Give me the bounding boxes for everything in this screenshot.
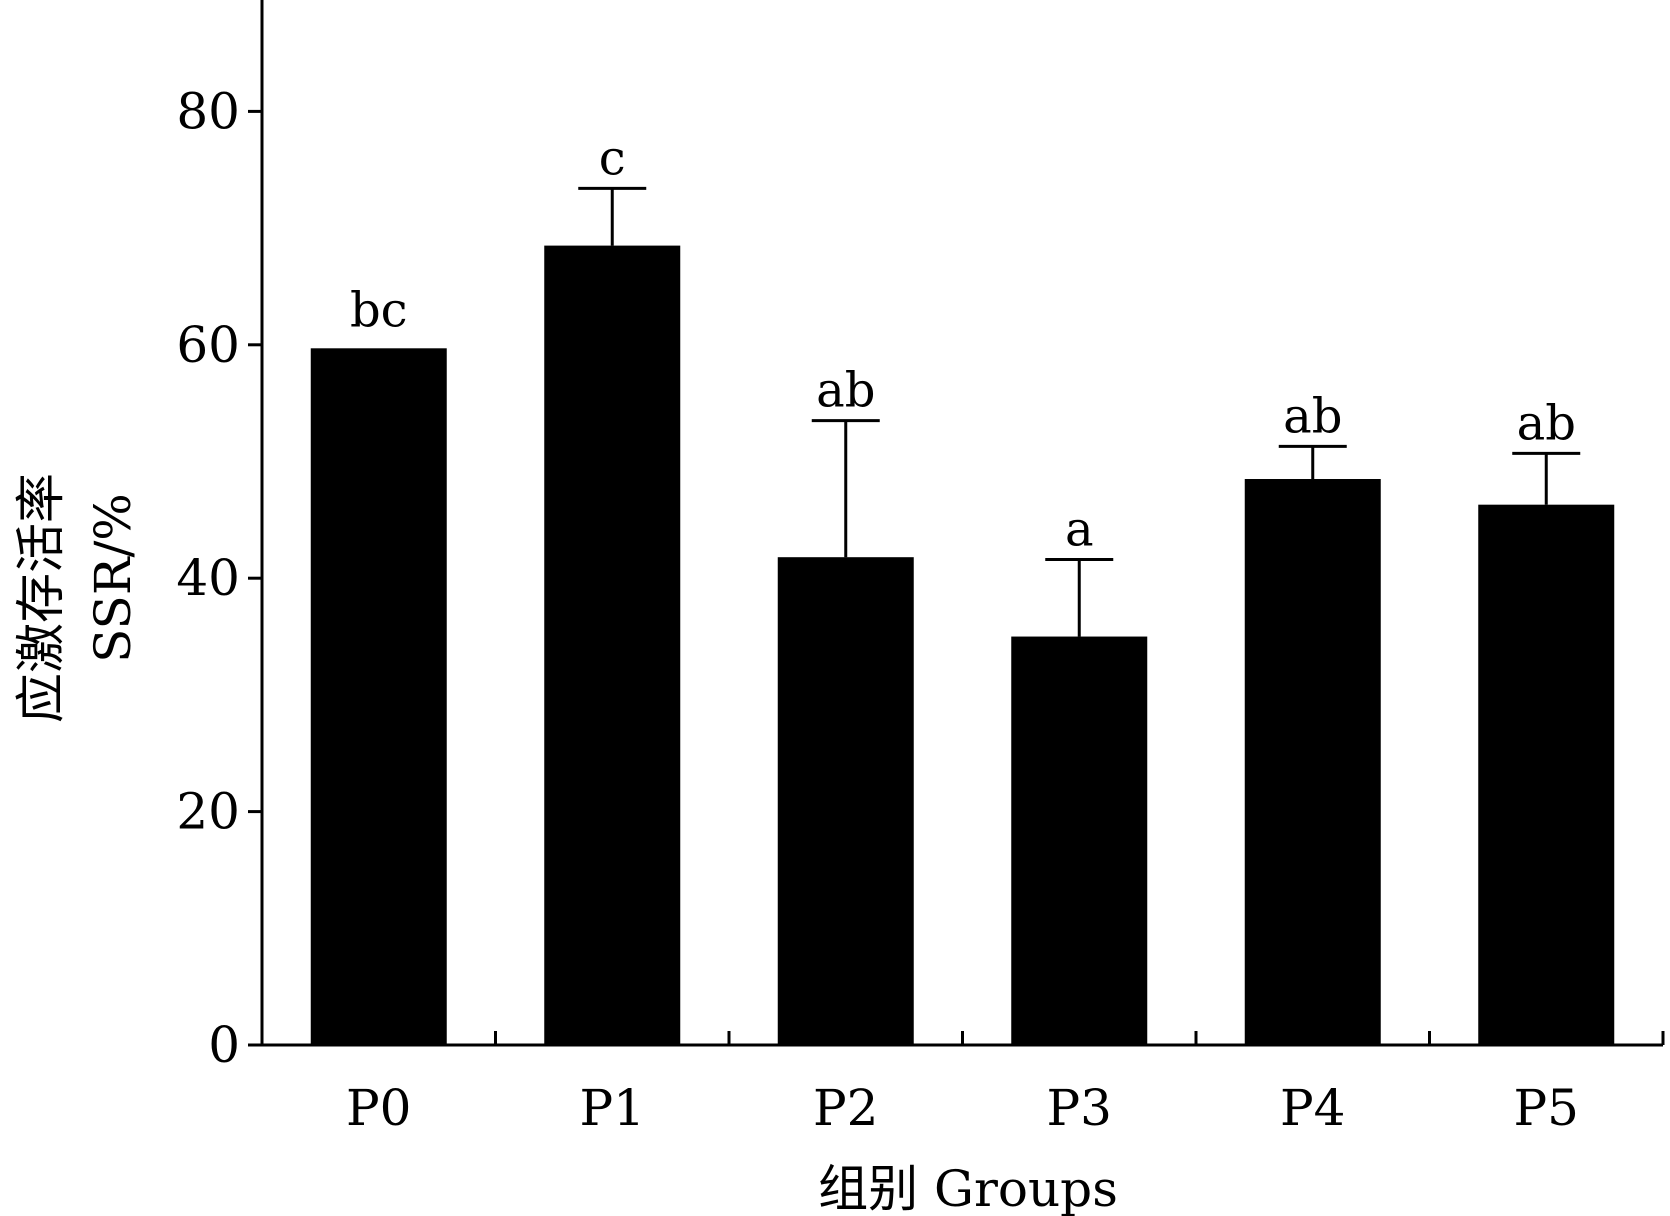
bar-p5	[1478, 504, 1615, 1046]
category-label: P5	[1514, 1079, 1579, 1137]
category-label: P4	[1280, 1079, 1345, 1137]
bar-p4	[1244, 479, 1381, 1045]
bar-p0	[310, 348, 447, 1045]
bar-p3	[1011, 636, 1148, 1045]
axes: 0 20 40 60 80	[176, 0, 1665, 1074]
significance-label: c	[599, 130, 626, 186]
y-tick-label: 80	[176, 82, 240, 140]
significance-label: ab	[1283, 388, 1342, 444]
y-tick-label: 60	[176, 316, 240, 374]
labels: bc P0 c P1 ab P2 a P3 ab P4 ab P5	[346, 130, 1579, 1137]
y-tick-label: 20	[176, 783, 240, 841]
y-axis-title-en: SSR/%	[84, 493, 142, 663]
bar-p2	[777, 557, 914, 1045]
y-tick-label: 0	[208, 1016, 240, 1074]
significance-label: ab	[1517, 395, 1576, 451]
category-label: P1	[580, 1079, 645, 1137]
x-axis-title: 组别 Groups	[818, 1160, 1118, 1216]
significance-label: bc	[350, 282, 408, 338]
y-tick-label: 40	[176, 549, 240, 607]
significance-label: ab	[816, 363, 875, 419]
bars	[310, 186, 1615, 1046]
y-axis-title-cn: 应激存活率	[12, 473, 70, 723]
category-label: P0	[346, 1079, 411, 1137]
significance-label: a	[1065, 502, 1094, 558]
category-label: P3	[1047, 1079, 1112, 1137]
bar-p1	[544, 245, 681, 1046]
category-label: P2	[813, 1079, 878, 1137]
